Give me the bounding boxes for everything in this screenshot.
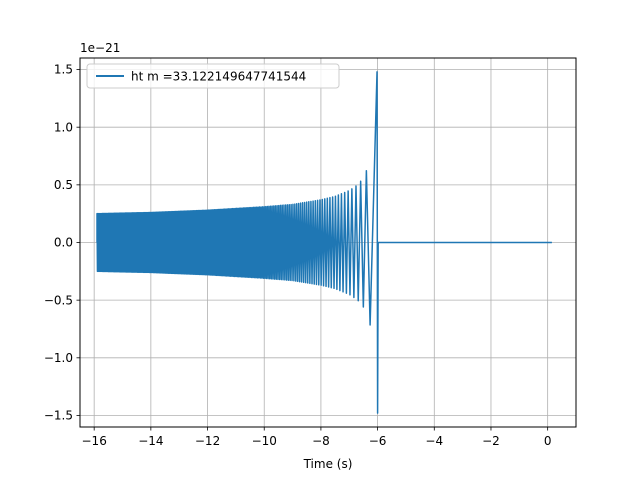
- x-tick-label: −4: [425, 434, 443, 448]
- x-tick-label: 0: [544, 434, 552, 448]
- legend-series-label: ht m =33.122149647741544: [131, 70, 306, 84]
- legend-box: [86, 63, 340, 89]
- y-tick-label: −1.5: [44, 409, 73, 423]
- y-tick-label: 1.0: [54, 120, 73, 134]
- data-layer: [96, 71, 552, 414]
- y-offset-label: 1e−21: [80, 41, 120, 55]
- grid-layer: [80, 58, 576, 427]
- y-tick-label: −0.5: [44, 293, 73, 307]
- x-tick-label: −6: [369, 434, 387, 448]
- x-tick-label: −12: [195, 434, 220, 448]
- series-line: [96, 71, 552, 414]
- x-tick-label: −8: [312, 434, 330, 448]
- x-tick-label: −14: [138, 434, 163, 448]
- y-tick-label: 1.5: [54, 63, 73, 77]
- x-tick-label: −16: [82, 434, 107, 448]
- tick-layer: −16 −14 −12 −10 −8 −6 −4 −2 0 −1.5 −1.0 −0.5 0.0 0.5 1…: [44, 63, 552, 448]
- x-tick-label: −10: [252, 434, 277, 448]
- x-tick-label: −2: [482, 434, 500, 448]
- y-tick-label: −1.0: [44, 351, 73, 365]
- y-tick-label: 0.0: [54, 236, 73, 250]
- y-tick-label: 0.5: [54, 178, 73, 192]
- legend: ht m =33.122149647741544: [86, 63, 340, 89]
- x-axis-label: Time (s): [303, 457, 353, 471]
